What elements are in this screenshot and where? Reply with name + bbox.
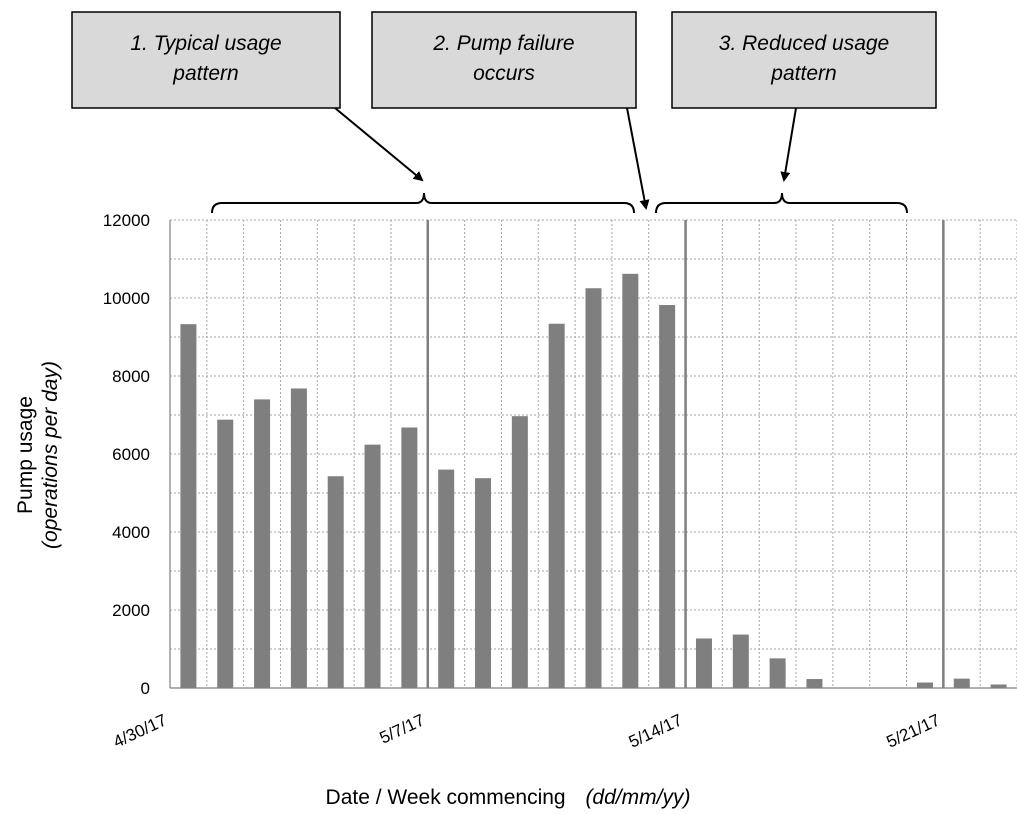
bar-5/5/17 — [364, 444, 381, 688]
bar-5/12/17 — [622, 273, 639, 688]
bar-5/9/17 — [511, 416, 528, 688]
y-tick-label: 0 — [141, 679, 150, 698]
x-axis-title: Date / Week commencing (dd/mm/yy) — [326, 786, 691, 809]
bar-5/13/17 — [659, 305, 676, 688]
callout-3: 3. Reduced usage pattern — [671, 11, 937, 109]
bar-5/1/17 — [217, 419, 234, 688]
bracket-reduced-usage — [655, 192, 908, 214]
callout-box — [671, 11, 937, 109]
grid — [169, 219, 1017, 688]
bar-5/16/17 — [769, 658, 786, 688]
bar-5/7/17 — [438, 469, 455, 688]
callout-2: 2. Pump failure occurs — [371, 11, 637, 109]
x-tick-label: 5/7/17 — [377, 710, 428, 747]
callout-box — [371, 11, 637, 109]
callout-1: 1. Typical usage pattern — [71, 11, 341, 109]
bar-5/21/17 — [953, 678, 970, 688]
arrow-1 — [334, 107, 424, 182]
bar-5/11/17 — [585, 288, 602, 688]
bar-5/10/17 — [548, 323, 565, 688]
bar-5/3/17 — [290, 388, 307, 688]
bar-5/4/17 — [327, 476, 344, 688]
arrow-2 — [626, 107, 650, 210]
bar-5/8/17 — [475, 478, 492, 688]
callout-line-1: 2. Pump failure — [432, 32, 574, 55]
callouts: 1. Typical usage pattern 2. Pump failure oc… — [71, 11, 937, 109]
bar-5/17/17 — [806, 679, 823, 688]
y-tick-label: 10000 — [103, 289, 150, 308]
y-axis-title: Pump usage — [14, 396, 37, 514]
y-tick-labels: 0 2000 4000 6000 8000 10000 12000 — [103, 211, 150, 698]
callout-box — [71, 11, 341, 109]
bar-5/14/17 — [695, 638, 712, 688]
y-tick-label: 2000 — [112, 601, 150, 620]
x-tick-label: 4/30/17 — [110, 710, 169, 751]
bracket-typical-usage — [211, 192, 635, 214]
callout-line-1: 3. Reduced usage — [719, 32, 889, 55]
callout-line-2: pattern — [770, 62, 836, 85]
bar-5/2/17 — [254, 399, 271, 688]
bar-5/20/17 — [916, 682, 933, 688]
callout-line-2: pattern — [172, 62, 238, 85]
bar-4/30/17 — [180, 324, 197, 688]
y-tick-label: 12000 — [103, 211, 150, 230]
bar-5/6/17 — [401, 427, 418, 688]
x-axis-title-main: Date / Week commencing — [326, 786, 566, 809]
callout-line-1: 1. Typical usage — [130, 32, 281, 55]
x-tick-label: 5/14/17 — [626, 710, 685, 751]
brackets — [211, 107, 908, 214]
y-tick-label: 4000 — [112, 523, 150, 542]
bar-5/15/17 — [732, 634, 749, 688]
x-tick-label: 5/21/17 — [884, 710, 943, 751]
y-tick-label: 6000 — [112, 445, 150, 464]
y-axis-units: (operations per day) — [39, 361, 62, 549]
axes — [169, 220, 1017, 689]
arrow-3 — [780, 107, 797, 182]
y-tick-label: 8000 — [112, 367, 150, 386]
x-tick-labels: 4/30/17 5/7/17 5/14/17 5/21/17 — [110, 710, 943, 751]
callout-line-2: occurs — [473, 62, 535, 85]
bars — [180, 273, 1007, 688]
bar-5/22/17 — [990, 684, 1007, 688]
x-axis-title-units: (dd/mm/yy) — [585, 786, 690, 809]
